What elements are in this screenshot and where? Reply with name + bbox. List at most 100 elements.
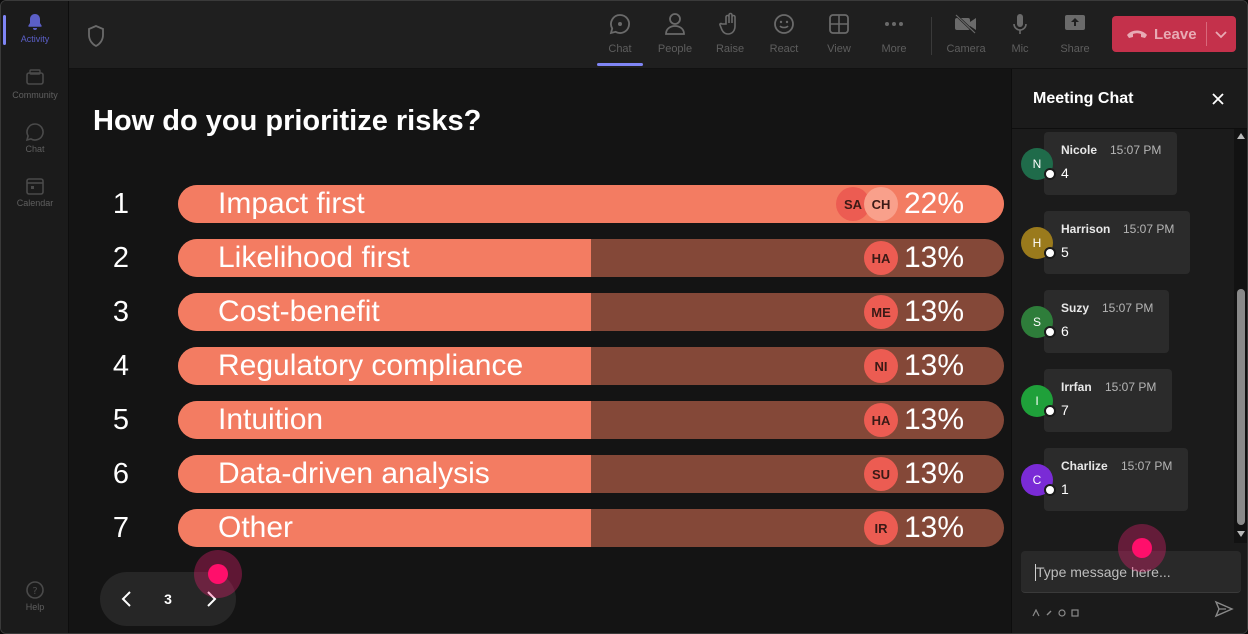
message-bubble[interactable]: Nicole 15:07 PM 4: [1044, 132, 1177, 195]
scroll-up-arrow-icon[interactable]: [1237, 133, 1245, 139]
format-icon[interactable]: [1032, 604, 1040, 617]
leave-button-label: Leave: [1154, 25, 1197, 43]
option-percent: 13%: [903, 457, 964, 490]
composer-tools: [1032, 604, 1079, 617]
person-icon: [662, 11, 688, 37]
presence-status-icon: [1044, 168, 1056, 180]
pointer-highlight: [1118, 524, 1166, 572]
chevron-right-icon[interactable]: [200, 588, 222, 610]
scroll-down-arrow-icon[interactable]: [1237, 531, 1245, 537]
message-bubble[interactable]: Charlize 15:07 PM 1: [1044, 448, 1188, 511]
leave-button[interactable]: Leave: [1112, 16, 1236, 52]
option-number: 7: [112, 512, 130, 544]
option-number: 6: [112, 458, 130, 490]
active-tab-indicator: [597, 63, 643, 66]
chat-message: Suzy 15:07 PM 6 S: [1012, 290, 1232, 354]
more-button[interactable]: More: [869, 11, 919, 63]
phone-hangup-icon: [1126, 27, 1148, 41]
poll-option-row: 5 Intuition HA 13%: [69, 401, 1011, 439]
option-label: Impact first: [218, 187, 365, 220]
option-percent: 13%: [903, 403, 964, 436]
meeting-chat-panel: Meeting Chat Nicole 15:07 PM 4 N Harrison 15:…: [1011, 69, 1247, 633]
option-label: Data-driven analysis: [218, 457, 490, 490]
message-text: 6: [1061, 323, 1069, 339]
result-bar: Regulatory compliance NI 13%: [178, 347, 1004, 385]
help-icon: ?: [24, 579, 46, 601]
toolbar-divider: [931, 17, 932, 55]
chat-button[interactable]: Chat: [595, 11, 645, 63]
shield-icon[interactable]: [87, 25, 107, 48]
message-input[interactable]: [1021, 551, 1241, 593]
voter-avatar[interactable]: SU: [864, 457, 898, 491]
result-bar-fill: [178, 239, 591, 277]
camera-button[interactable]: Camera: [941, 11, 991, 63]
poll-option-row: 6 Data-driven analysis SU 13%: [69, 455, 1011, 493]
emoji-icon[interactable]: [1058, 604, 1066, 617]
message-composer[interactable]: [1021, 551, 1241, 593]
presence-status-icon: [1044, 247, 1056, 259]
poll-option-row: 4 Regulatory compliance NI 13%: [69, 347, 1011, 385]
presence-status-icon: [1044, 405, 1056, 417]
send-icon[interactable]: [1214, 599, 1234, 619]
option-label: Cost-benefit: [218, 295, 380, 328]
message-bubble[interactable]: Harrison 15:07 PM 5: [1044, 211, 1190, 274]
message-time: 15:07 PM: [1121, 459, 1173, 473]
close-icon[interactable]: [1210, 91, 1226, 107]
bell-icon: [24, 11, 46, 33]
grid-icon: [826, 11, 852, 37]
calendar-icon: [24, 175, 46, 197]
option-number: 1: [112, 188, 130, 220]
voter-avatar[interactable]: HA: [864, 403, 898, 437]
mic-button[interactable]: Mic: [995, 11, 1045, 63]
gif-icon[interactable]: [1071, 604, 1079, 617]
pointer-highlight: [194, 550, 242, 598]
presence-status-icon: [1044, 484, 1056, 496]
attach-icon[interactable]: [1045, 604, 1053, 616]
message-bubble[interactable]: Suzy 15:07 PM 6: [1044, 290, 1169, 353]
voter-avatar[interactable]: CH: [864, 187, 898, 221]
message-time: 15:07 PM: [1110, 143, 1162, 157]
voter-avatar[interactable]: HA: [864, 241, 898, 275]
voter-avatar[interactable]: NI: [864, 349, 898, 383]
sender-name: Nicole: [1061, 143, 1098, 157]
result-bar-fill: [178, 401, 591, 439]
rail-item-calendar[interactable]: Calendar: [1, 165, 69, 213]
sender-name: Irrfan: [1061, 380, 1092, 394]
option-label: Likelihood first: [218, 241, 410, 274]
microphone-icon: [1007, 11, 1033, 37]
share-button-label: Share: [1060, 43, 1090, 55]
share-button[interactable]: Share: [1050, 11, 1100, 63]
rail-item-community[interactable]: Community: [1, 57, 69, 105]
voter-avatar[interactable]: ME: [864, 295, 898, 329]
people-button[interactable]: People: [650, 11, 700, 63]
svg-text:?: ?: [32, 586, 37, 597]
poll-results: How do you prioritize risks? 1 Impact fir…: [69, 69, 1011, 633]
poll-question: How do you prioritize risks?: [93, 105, 482, 137]
rail-item-chat[interactable]: Chat: [1, 111, 69, 159]
rail-item-help[interactable]: ? Help: [1, 569, 69, 617]
chat-message: Nicole 15:07 PM 4 N: [1012, 132, 1232, 196]
message-text: 7: [1061, 402, 1069, 418]
result-bar: Likelihood first HA 13%: [178, 239, 1004, 277]
result-bar: Other IR 13%: [178, 509, 1004, 547]
option-percent: 13%: [903, 295, 964, 328]
chevron-left-icon[interactable]: [116, 588, 138, 610]
chevron-down-icon[interactable]: [1213, 26, 1229, 42]
react-button[interactable]: React: [759, 11, 809, 63]
result-bar: Data-driven analysis SU 13%: [178, 455, 1004, 493]
sender-name: Charlize: [1061, 459, 1108, 473]
chat-scrollbar[interactable]: [1234, 129, 1247, 543]
option-percent: 22%: [903, 187, 964, 220]
rail-item-label: Help: [25, 602, 45, 612]
rail-item-activity[interactable]: Activity: [1, 1, 69, 49]
scrollbar-thumb[interactable]: [1237, 289, 1245, 525]
chat-message: Harrison 15:07 PM 5 H: [1012, 211, 1232, 275]
result-bar-fill: [178, 293, 591, 331]
raise-hand-button[interactable]: Raise: [705, 11, 755, 63]
option-label: Regulatory compliance: [218, 349, 524, 382]
view-button[interactable]: View: [814, 11, 864, 63]
poll-option-row: 7 Other IR 13%: [69, 509, 1011, 547]
message-bubble[interactable]: Irrfan 15:07 PM 7: [1044, 369, 1172, 432]
voter-avatar[interactable]: IR: [864, 511, 898, 545]
